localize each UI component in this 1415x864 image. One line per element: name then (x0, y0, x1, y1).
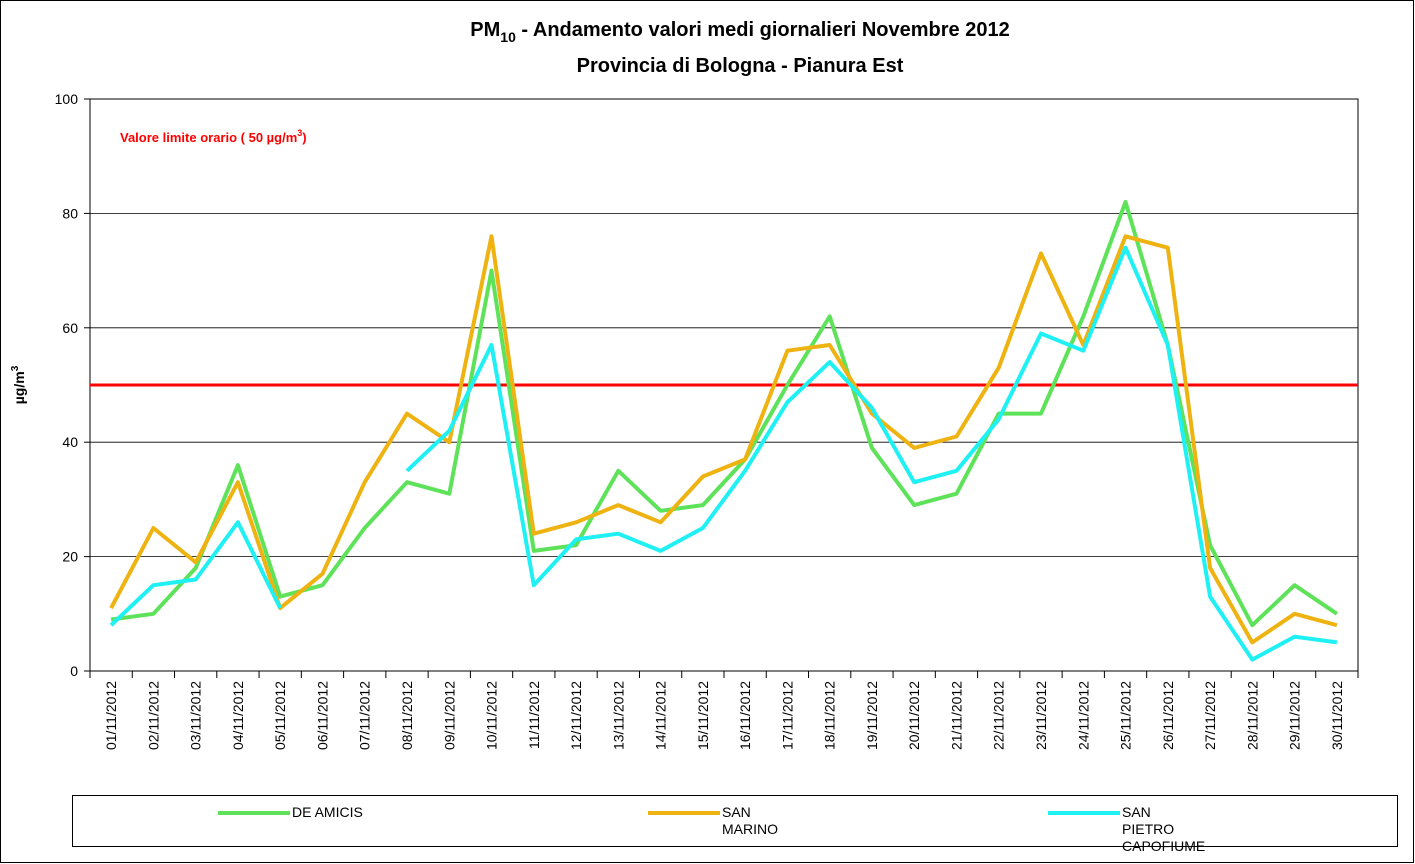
y-tick-label: 80 (62, 205, 78, 221)
legend-box (72, 795, 1398, 847)
y-tick-label: 40 (62, 434, 78, 450)
series-line (110, 200, 1339, 628)
x-tick-label: 21/11/2012 (948, 681, 964, 750)
annotation-part: ) (302, 130, 306, 145)
legend-label: SAN MARINO (722, 804, 778, 837)
x-tick-label: 01/11/2012 (103, 681, 119, 750)
annotation-superscript: 3 (297, 128, 302, 138)
x-tick-label: 29/11/2012 (1287, 681, 1303, 750)
x-tick-label: 18/11/2012 (822, 681, 838, 750)
x-tick-label: 03/11/2012 (188, 681, 204, 750)
x-tick-label: 28/11/2012 (1244, 681, 1260, 750)
y-axis-label: µg/m3 (10, 365, 27, 404)
x-tick-label: 22/11/2012 (991, 681, 1007, 750)
x-tick-label: 27/11/2012 (1202, 681, 1218, 750)
title-part: - Andamento valori medi giornalieri Nove… (516, 19, 1010, 41)
x-tick-label: 14/11/2012 (653, 681, 669, 750)
legend-label: SAN PIETRO CAPOFIUME (1122, 804, 1206, 854)
x-tick-label: 07/11/2012 (357, 681, 373, 750)
x-tick-label: 30/11/2012 (1329, 681, 1345, 750)
x-tick-label: 25/11/2012 (1118, 681, 1134, 750)
x-tick-label: 24/11/2012 (1075, 681, 1091, 750)
title-subscript: 10 (500, 29, 516, 45)
x-tick-label: 04/11/2012 (230, 681, 246, 750)
x-tick-label: 09/11/2012 (441, 681, 457, 750)
y-tick-label: 20 (62, 549, 78, 565)
x-tick-label: 17/11/2012 (779, 681, 795, 750)
x-tick-label: 08/11/2012 (399, 681, 415, 750)
x-tick-label: 12/11/2012 (568, 681, 584, 750)
x-tick-label: 15/11/2012 (695, 681, 711, 750)
x-tick-label: 20/11/2012 (906, 681, 922, 750)
chart-subtitle: Provincia di Bologna - Pianura Est (577, 55, 904, 77)
legend-label: DE AMICIS (292, 804, 363, 820)
chart-title: PM10 - Andamento valori medi giornalieri… (470, 19, 1009, 45)
y-label-part: µg/m (11, 371, 27, 404)
y-tick-label: 0 (70, 663, 78, 679)
x-tick-label: 02/11/2012 (145, 681, 161, 750)
y-label-superscript: 3 (10, 365, 21, 371)
x-tick-label: 13/11/2012 (610, 681, 626, 750)
x-tick-label: 23/11/2012 (1033, 681, 1049, 750)
series-line (109, 234, 1338, 645)
x-tick-label: 05/11/2012 (272, 681, 288, 750)
x-tick-label: 16/11/2012 (737, 681, 753, 750)
x-tick-label: 06/11/2012 (314, 681, 330, 750)
annotation: Valore limite orario ( 50 µg/m3) (120, 128, 307, 145)
x-tick-label: 11/11/2012 (526, 681, 542, 749)
y-tick-label: 60 (62, 320, 78, 336)
annotation-part: Valore limite orario ( 50 µg/m (120, 130, 297, 145)
series-line (109, 245, 1338, 662)
y-tick-label: 100 (55, 91, 79, 107)
x-tick-label: 26/11/2012 (1160, 681, 1176, 750)
title-part: PM (470, 19, 500, 41)
x-tick-label: 10/11/2012 (484, 681, 500, 750)
x-tick-label: 19/11/2012 (864, 681, 880, 750)
